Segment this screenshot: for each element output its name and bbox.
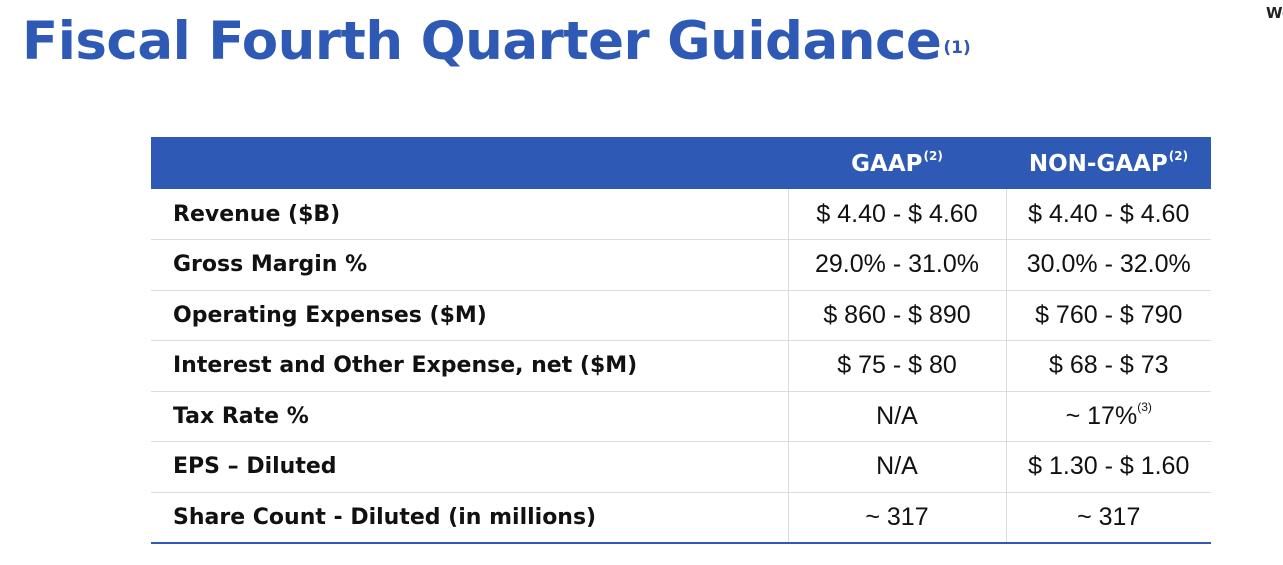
row-label: Share Count - Diluted (in millions) (173, 504, 597, 530)
header-gaap-label: GAAP (851, 151, 923, 177)
nongaap-value: $ 68 - $ 73 (1005, 340, 1211, 391)
nongaap-value-text: ~ 317 (1077, 502, 1141, 531)
row-label: Gross Margin % (173, 252, 368, 278)
page-title-text: Fiscal Fourth Quarter Guidance (22, 11, 942, 72)
table-row: Share Count - Diluted (in millions) ~ 31… (151, 492, 1211, 543)
nongaap-value-text: 30.0% - 32.0% (1026, 250, 1191, 279)
guidance-table: GAAP(2) NON-GAAP(2) Revenue ($B) $ 4.40 … (151, 137, 1211, 544)
table-header-row: GAAP(2) NON-GAAP(2) (151, 137, 1211, 189)
table-row: Operating Expenses ($M) $ 860 - $ 890 $ … (151, 290, 1211, 341)
table-row: Gross Margin % 29.0% - 31.0% 30.0% - 32.… (151, 239, 1211, 290)
nongaap-value: 30.0% - 32.0% (1005, 239, 1211, 290)
gaap-value: $ 860 - $ 890 (787, 290, 1006, 341)
table-row: Interest and Other Expense, net ($M) $ 7… (151, 340, 1211, 391)
header-gaap: GAAP(2) (788, 137, 1006, 189)
table-row: EPS – Diluted N/A $ 1.30 - $ 1.60 (151, 441, 1211, 492)
nongaap-value-text: $ 760 - $ 790 (1035, 300, 1183, 329)
header-gaap-footnote: (2) (923, 149, 943, 163)
table-row: Revenue ($B) $ 4.40 - $ 4.60 $ 4.40 - $ … (151, 189, 1211, 240)
header-nongaap-label: NON-GAAP (1028, 151, 1168, 177)
header-label-cell (151, 137, 788, 189)
row-label: EPS – Diluted (173, 454, 337, 480)
nongaap-footnote: (3) (1137, 399, 1152, 414)
row-label: Operating Expenses ($M) (173, 302, 487, 328)
header-nongaap-footnote: (2) (1168, 149, 1189, 163)
title-footnote: (1) (943, 38, 971, 58)
gaap-value: $ 4.40 - $ 4.60 (787, 189, 1006, 240)
corner-text-fragment: We (1266, 4, 1283, 22)
nongaap-value: ~ 317 (1005, 492, 1211, 543)
header-nongaap: NON-GAAP(2) (1006, 137, 1211, 189)
row-label: Tax Rate % (173, 403, 309, 429)
nongaap-value-text: ~ 17% (1065, 401, 1138, 430)
gaap-value: 29.0% - 31.0% (787, 239, 1006, 290)
nongaap-value: $ 1.30 - $ 1.60 (1005, 441, 1211, 492)
gaap-value: ~ 317 (787, 492, 1006, 543)
guidance-table-container: GAAP(2) NON-GAAP(2) Revenue ($B) $ 4.40 … (151, 137, 1211, 544)
nongaap-value-text: $ 4.40 - $ 4.60 (1028, 199, 1190, 228)
page-title: Fiscal Fourth Quarter Guidance (1) (22, 8, 971, 76)
row-label: Revenue ($B) (173, 201, 341, 227)
row-label: Interest and Other Expense, net ($M) (173, 353, 638, 379)
nongaap-value-text: $ 1.30 - $ 1.60 (1028, 452, 1190, 481)
nongaap-value: ~ 17%(3) (1005, 391, 1211, 442)
nongaap-value: $ 4.40 - $ 4.60 (1005, 189, 1211, 240)
gaap-value: N/A (787, 391, 1006, 442)
nongaap-value-text: $ 68 - $ 73 (1048, 351, 1169, 380)
nongaap-value: $ 760 - $ 790 (1005, 290, 1211, 341)
gaap-value: N/A (787, 441, 1006, 492)
gaap-value: $ 75 - $ 80 (787, 340, 1006, 391)
table-row: Tax Rate % N/A ~ 17%(3) (151, 391, 1211, 442)
